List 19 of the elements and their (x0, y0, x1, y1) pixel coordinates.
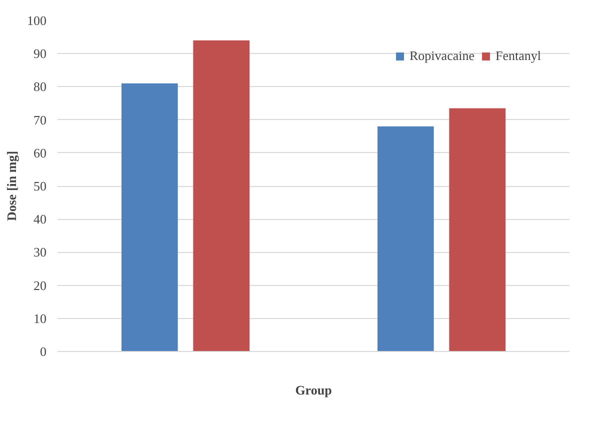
bar (193, 40, 250, 352)
y-tick-label: 10 (34, 310, 46, 326)
y-tick-label: 60 (34, 145, 46, 160)
y-tick-label: 0 (40, 344, 46, 359)
y-tick-label: 20 (34, 278, 46, 293)
y-tick-label: 30 (34, 244, 46, 260)
y-tick-label: 40 (34, 212, 46, 227)
legend-label: Ropivacaine (410, 48, 474, 64)
y-tick-label: 100 (27, 13, 46, 28)
bar (122, 83, 178, 352)
x-axis-title: Group (295, 382, 332, 398)
legend-label: Fentanyl (496, 48, 541, 64)
bar (449, 108, 506, 352)
y-tick-label: 50 (34, 178, 46, 194)
y-axis-title: Dose [in mg] (4, 150, 19, 222)
y-tick-label: 80 (34, 79, 46, 94)
y-tick-label: 70 (34, 112, 46, 128)
bar (378, 126, 434, 352)
y-tick-label: 90 (34, 46, 46, 62)
